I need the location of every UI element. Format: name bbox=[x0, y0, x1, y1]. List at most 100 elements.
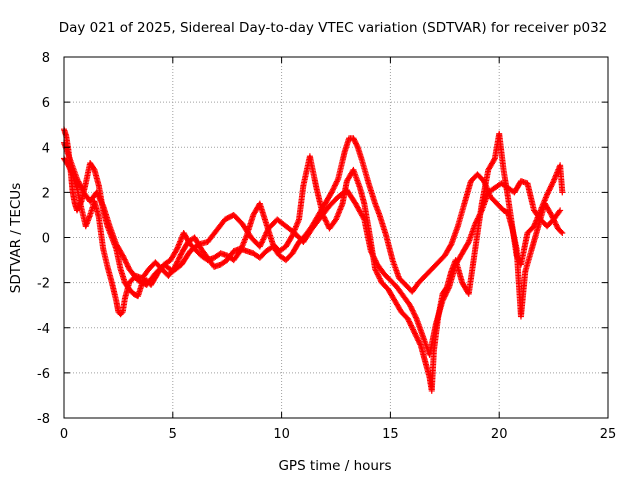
data-point bbox=[96, 194, 103, 201]
data-point bbox=[410, 326, 417, 333]
data-point bbox=[440, 296, 447, 303]
y-tick-label: -6 bbox=[37, 367, 50, 382]
data-point bbox=[440, 294, 447, 301]
data-point bbox=[409, 307, 416, 314]
axis-ticks: 0 5 10 15 20 25 -8 -6 -4 -2 0 2 4 6 8 bbox=[37, 51, 616, 442]
x-tick-label: 15 bbox=[382, 427, 399, 442]
data-point bbox=[288, 233, 295, 240]
data-point bbox=[177, 253, 184, 260]
data-point bbox=[259, 237, 266, 244]
data-point bbox=[547, 183, 554, 190]
y-tick-label: -2 bbox=[37, 277, 50, 292]
data-point bbox=[175, 257, 182, 264]
data-point bbox=[76, 179, 83, 186]
data-point bbox=[445, 285, 452, 292]
data-point bbox=[478, 208, 485, 215]
data-point bbox=[173, 247, 180, 254]
data-point bbox=[257, 242, 264, 249]
data-point bbox=[405, 317, 412, 324]
data-point bbox=[93, 189, 100, 196]
data-point bbox=[373, 268, 380, 275]
data-point bbox=[375, 272, 382, 279]
data-point bbox=[376, 274, 383, 281]
data-point bbox=[124, 262, 131, 269]
data-point bbox=[328, 189, 335, 196]
data-point bbox=[261, 233, 268, 240]
data-point bbox=[376, 275, 383, 282]
data-point bbox=[78, 185, 85, 192]
data-point bbox=[97, 197, 104, 204]
data-point bbox=[444, 286, 451, 293]
data-point bbox=[121, 255, 128, 262]
y-tick-label: 0 bbox=[42, 232, 50, 247]
data-point bbox=[472, 220, 479, 227]
data-point bbox=[546, 186, 553, 193]
data-point bbox=[262, 231, 269, 238]
data-point bbox=[96, 196, 103, 203]
x-tick-label: 10 bbox=[273, 427, 290, 442]
data-point bbox=[373, 258, 380, 265]
data-point bbox=[408, 323, 415, 330]
data-point bbox=[194, 242, 201, 249]
x-tick-label: 5 bbox=[169, 427, 177, 442]
data-point bbox=[123, 259, 130, 266]
data-point bbox=[491, 156, 498, 163]
y-tick-label: 8 bbox=[42, 51, 50, 66]
data-point bbox=[404, 315, 411, 322]
data-point bbox=[334, 177, 341, 184]
data-point bbox=[94, 190, 101, 197]
data-point bbox=[447, 242, 454, 249]
data-point bbox=[465, 240, 472, 247]
data-point bbox=[367, 248, 374, 255]
data-point bbox=[411, 311, 418, 318]
data-point bbox=[377, 276, 384, 283]
y-axis-label: SDTVAR / TECUs bbox=[8, 183, 24, 293]
data-point bbox=[413, 333, 420, 340]
data-point bbox=[77, 182, 84, 189]
data-point bbox=[443, 289, 450, 296]
data-point bbox=[444, 288, 451, 295]
data-point bbox=[74, 177, 81, 184]
data-point bbox=[329, 186, 336, 193]
data-point bbox=[174, 258, 181, 265]
data-point bbox=[177, 251, 184, 258]
chart-title: Day 021 of 2025, Sidereal Day-to-day VTE… bbox=[59, 20, 608, 36]
data-point bbox=[369, 250, 376, 257]
data-point bbox=[415, 338, 422, 345]
data-point bbox=[260, 236, 267, 243]
data-point bbox=[123, 260, 130, 267]
data-point bbox=[370, 253, 377, 260]
data-point bbox=[559, 189, 566, 196]
data-point bbox=[442, 290, 449, 297]
data-point bbox=[323, 218, 330, 225]
data-point bbox=[406, 319, 413, 326]
y-tick-label: 2 bbox=[42, 186, 50, 201]
data-point bbox=[371, 256, 378, 263]
data-point bbox=[407, 321, 414, 328]
data-point bbox=[119, 251, 126, 258]
x-tick-label: 25 bbox=[600, 427, 617, 442]
data-point bbox=[258, 240, 265, 247]
data-point bbox=[124, 263, 131, 270]
data-point bbox=[549, 179, 556, 186]
data-point bbox=[412, 314, 419, 321]
data-point bbox=[441, 293, 448, 300]
data-points bbox=[61, 126, 566, 394]
data-point bbox=[439, 297, 446, 304]
data-point bbox=[372, 266, 379, 273]
data-point bbox=[77, 183, 84, 190]
data-point bbox=[414, 336, 421, 343]
y-tick-label: 4 bbox=[42, 141, 50, 156]
data-point bbox=[368, 249, 375, 256]
data-point bbox=[76, 181, 83, 188]
data-point bbox=[476, 212, 483, 219]
data-point bbox=[333, 179, 340, 186]
data-point bbox=[354, 142, 361, 149]
data-point bbox=[371, 254, 378, 261]
data-point bbox=[99, 201, 106, 208]
data-point bbox=[330, 185, 337, 192]
data-point bbox=[332, 181, 339, 188]
data-point bbox=[409, 325, 416, 332]
data-point bbox=[372, 257, 379, 264]
data-point bbox=[406, 318, 413, 325]
